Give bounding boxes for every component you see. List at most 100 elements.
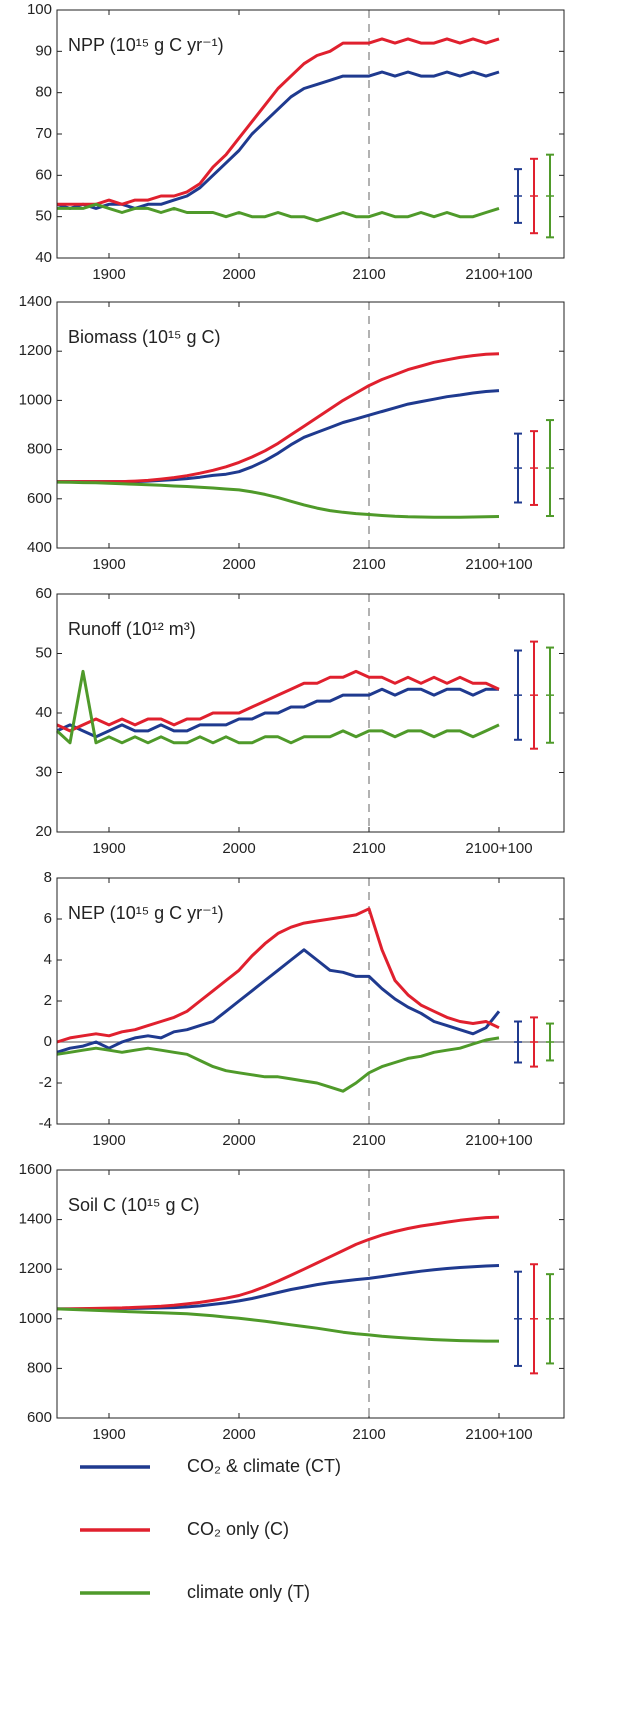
x-tick-label: 2000	[222, 1132, 255, 1149]
series-line	[57, 1215, 500, 1311]
chart-title: Biomass (10¹⁵ g C)	[68, 327, 221, 347]
y-tick-label: 60	[35, 166, 52, 183]
series-line	[56, 948, 501, 1054]
series-line	[57, 352, 500, 484]
y-tick-label: 1400	[19, 293, 52, 310]
error-bar	[514, 1270, 522, 1367]
error-bar	[514, 649, 522, 741]
error-bar	[514, 432, 522, 504]
error-bar	[546, 419, 554, 518]
y-tick-label: 90	[35, 42, 52, 59]
y-tick-label: 8	[44, 869, 52, 886]
plot-frame	[56, 9, 565, 259]
x-tick-label: 2100+100	[465, 556, 532, 573]
y-tick-label: 50	[35, 208, 52, 225]
x-tick-label: 2100	[352, 1132, 385, 1149]
y-tick-label: 800	[27, 441, 52, 458]
error-bar	[514, 1020, 522, 1064]
y-tick-label: 30	[35, 763, 52, 780]
error-bar	[530, 640, 538, 750]
plot-frame	[56, 301, 565, 549]
series-line	[55, 669, 500, 745]
series-line	[56, 480, 500, 519]
series-line	[56, 70, 500, 210]
y-tick-label: 800	[27, 1359, 52, 1376]
y-tick-label: 1200	[19, 342, 52, 359]
error-bar	[546, 1022, 554, 1062]
y-tick-label: 6	[44, 910, 52, 927]
series-line	[56, 1307, 499, 1343]
x-tick-label: 2100	[352, 556, 385, 573]
chart-title: Soil C (10¹⁵ g C)	[68, 1195, 200, 1215]
panel: 600 800 1000 1200 1400 1600 1900 2000 2100 2100+1…	[19, 1161, 565, 1443]
y-tick-label: 1400	[19, 1211, 52, 1228]
y-tick-label: 40	[35, 704, 52, 721]
y-tick-label: 1600	[19, 1161, 52, 1178]
series-line	[57, 37, 500, 206]
x-tick-label: 1900	[92, 1132, 125, 1149]
error-bar	[530, 157, 538, 235]
plot-frame	[56, 877, 565, 1125]
panel: 20 30 40 50 60 1900 2000 2100 2100+100 Runoff (10…	[35, 585, 565, 857]
error-bar	[530, 1016, 538, 1068]
x-tick-label: 2100	[352, 1426, 385, 1443]
x-tick-label: 2100+100	[465, 1132, 532, 1149]
x-tick-label: 2100	[352, 840, 385, 857]
y-tick-label: 600	[27, 1409, 52, 1426]
error-bar	[530, 1263, 538, 1375]
x-tick-label: 2000	[222, 1426, 255, 1443]
series-line	[56, 687, 499, 739]
chart-title: NPP (10¹⁵ g C yr⁻¹)	[68, 35, 224, 55]
chart-title: NEP (10¹⁵ g C yr⁻¹)	[68, 903, 224, 923]
y-tick-label: 1200	[19, 1260, 52, 1277]
error-bar	[546, 646, 554, 744]
series-line	[57, 389, 500, 484]
series-line	[56, 669, 500, 733]
plot-frame	[56, 593, 565, 833]
x-tick-label: 2100+100	[465, 1426, 532, 1443]
x-tick-label: 1900	[92, 1426, 125, 1443]
series-line	[57, 1264, 500, 1311]
panel: 40 50 60 70 80 90 100 1900 2000 2100 2100+100 NPP (…	[27, 1, 565, 283]
series-line	[57, 202, 500, 223]
y-tick-label: 60	[35, 585, 52, 602]
y-tick-label: 2	[44, 992, 52, 1009]
x-tick-label: 2000	[222, 840, 255, 857]
x-tick-label: 2000	[222, 266, 255, 283]
x-tick-label: 2100+100	[465, 266, 532, 283]
error-bar	[530, 430, 538, 506]
panel: 400 600 800 1000 1200 1400 1900 2000 2100 2100+10…	[19, 293, 565, 573]
y-tick-label: 400	[27, 539, 52, 556]
plot-frame	[56, 1169, 565, 1419]
y-tick-label: -4	[39, 1115, 52, 1132]
x-tick-label: 2000	[222, 556, 255, 573]
x-tick-label: 2100+100	[465, 840, 532, 857]
chart-title: Runoff (10¹² m³)	[68, 619, 196, 639]
error-bar	[546, 1273, 554, 1365]
x-tick-label: 1900	[92, 266, 125, 283]
legend-label: CO₂ only (C)	[187, 1519, 289, 1539]
y-tick-label: 4	[44, 951, 52, 968]
series-line	[56, 907, 500, 1044]
x-tick-label: 1900	[92, 556, 125, 573]
y-tick-label: 0	[44, 1033, 52, 1050]
y-tick-label: 1000	[19, 391, 52, 408]
error-bar	[514, 168, 522, 224]
x-tick-label: 1900	[92, 840, 125, 857]
y-tick-label: 1000	[19, 1310, 52, 1327]
y-tick-label: 20	[35, 823, 52, 840]
x-tick-label: 2100	[352, 266, 385, 283]
legend-label: CO₂ & climate (CT)	[187, 1456, 341, 1476]
y-tick-label: -2	[39, 1074, 52, 1091]
y-tick-label: 40	[35, 249, 52, 266]
y-tick-label: 600	[27, 490, 52, 507]
y-tick-label: 100	[27, 1, 52, 18]
legend-label: climate only (T)	[187, 1582, 310, 1602]
y-tick-label: 50	[35, 644, 52, 661]
y-tick-label: 80	[35, 84, 52, 101]
series-line	[56, 1036, 500, 1093]
y-tick-label: 70	[35, 125, 52, 142]
panel: -4 -2 0 2 4 6 8 1900 2000 2100 2100+100 NEP (10¹⁵ g…	[39, 869, 565, 1149]
error-bar	[546, 153, 554, 239]
